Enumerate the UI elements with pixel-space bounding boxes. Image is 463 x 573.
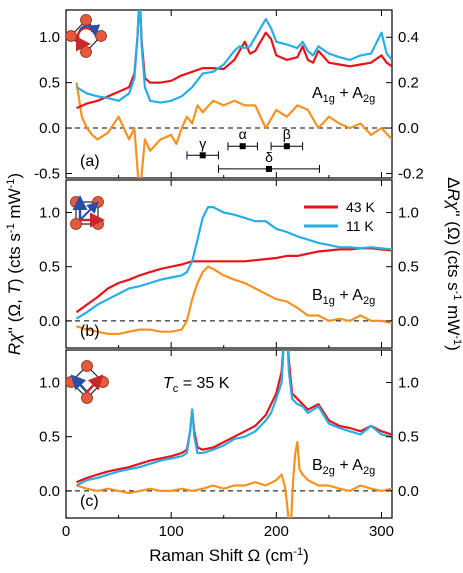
panel-2-series-orange	[76, 441, 392, 518]
panel-2-ytick-left-label-2: 1.0	[39, 375, 60, 392]
plot-layer: γ α βδ -0.5 0.0 0.5 1.0 -0.2 0.0 0.2 0.4 0.0 0.5 1.0 0…	[34, 10, 424, 540]
annotation-0-marker	[199, 152, 206, 159]
panel-0-series-orange	[75, 82, 392, 178]
panel-1-series-orange	[76, 265, 392, 335]
legend-11k-label: 11 K	[346, 218, 374, 234]
panel-2-ytick-right-label-1: 0.5	[398, 429, 419, 446]
annotation-3-marker	[265, 165, 272, 172]
annotation-2-label: β	[283, 126, 291, 142]
panel-0-ytick-right-label-1: 0.0	[398, 120, 419, 137]
panel-1-ytick-left-label-2: 1.0	[39, 205, 60, 222]
inset-c-lattice-icon	[65, 360, 109, 404]
panel-2-series-blue	[75, 350, 392, 487]
x-axis-title: Raman Shift Ω (cm-1)	[149, 546, 308, 565]
annotation-2-marker	[283, 143, 290, 150]
annotation-1-label: α	[239, 126, 247, 142]
x-tick-label-1: 100	[159, 523, 184, 540]
panel-c-symmetry: B2g + A2g	[312, 457, 375, 477]
legend-43k-label: 43 K	[346, 199, 375, 215]
panel-2-ytick-left-label-1: 0.5	[39, 429, 60, 446]
right-axis-title: ΔRχ'' (Ω) (cts s-1 mW-1)	[444, 177, 463, 351]
panel-0-ytick-left-label-2: 0.5	[39, 75, 60, 92]
annotation-3-label: δ	[265, 149, 273, 165]
panel-b-label: (b)	[80, 323, 100, 340]
x-tick-label-2: 200	[264, 523, 289, 540]
panel-b-symmetry: B1g + A2g	[312, 287, 375, 307]
panel-0-ytick-left-label-1: 0.0	[39, 120, 60, 137]
panel-0-ytick-right-label-2: 0.2	[398, 75, 419, 92]
annotation-1-marker	[239, 143, 246, 150]
panel-2-ytick-right-label-2: 1.0	[398, 375, 419, 392]
panel-0-series-group	[66, 10, 392, 178]
panel-b-frame	[65, 179, 393, 349]
panel-1-ytick-left-label-1: 0.5	[39, 259, 60, 276]
x-tick-label-3: 300	[369, 523, 394, 540]
panel-1-ytick-right-label-1: 0.5	[398, 259, 419, 276]
inset-b-lattice-icon	[70, 195, 105, 230]
annotation-0-label: γ	[199, 135, 206, 151]
panel-2-series-red	[76, 350, 392, 484]
panel-1-ytick-right-label-2: 1.0	[398, 205, 419, 222]
panel-0-series-blue	[75, 10, 392, 104]
panel-2-ytick-left-label-0: 0.0	[39, 483, 60, 500]
x-tick-label-0: 0	[62, 523, 70, 540]
panel-a-symmetry: A1g + A2g	[312, 85, 375, 105]
panel-2-series-group	[66, 350, 392, 518]
panel-c-tc: Tc = 35 K	[163, 375, 230, 395]
panel-0-ytick-right-label-3: 0.4	[398, 29, 419, 46]
panel-0-ytick-right-label-0: -0.2	[398, 165, 424, 182]
inset-a-lattice-icon	[65, 14, 107, 58]
panel-1-series-red	[75, 247, 392, 314]
panel-a-label: (a)	[80, 153, 100, 170]
panel-a-frame	[65, 9, 393, 179]
panel-0-ytick-left-label-0: -0.5	[34, 165, 60, 182]
panel-1-series-blue	[75, 206, 392, 320]
panel-1-ytick-left-label-0: 0.0	[39, 313, 60, 330]
panel-1-series-group	[66, 206, 392, 335]
panel-0-ytick-left-label-3: 1.0	[39, 29, 60, 46]
panel-1-ytick-right-label-0: 0.0	[398, 313, 419, 330]
left-axis-title: Rχ'' (Ω, T) (cts s-1 mW-1)	[5, 173, 24, 355]
panel-2-ytick-right-label-0: 0.0	[398, 483, 419, 500]
panel-c-label: (c)	[80, 493, 99, 510]
